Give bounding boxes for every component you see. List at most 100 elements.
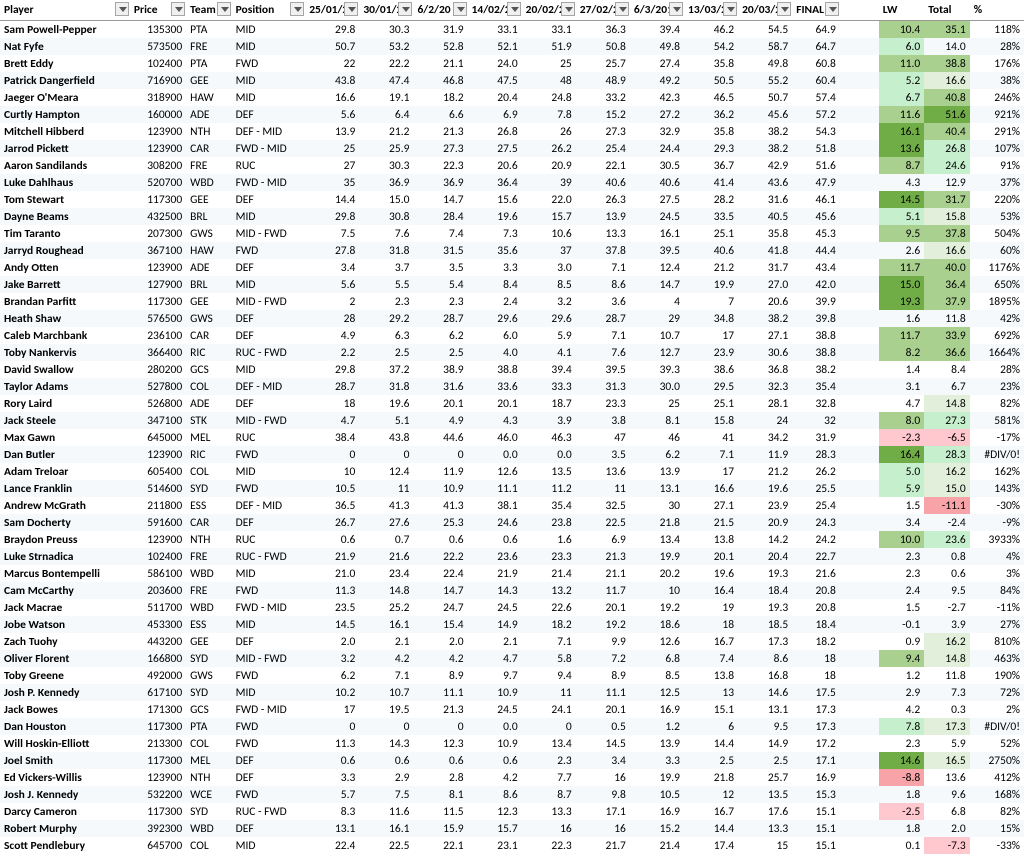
date-value-cell: 24.5 xyxy=(630,208,684,225)
date-value-cell: 16.6 xyxy=(684,480,738,497)
table-row: Darcy Cameron117300SYDRUC - FWD8.311.611… xyxy=(0,803,1024,820)
date-value-cell: 20.4 xyxy=(468,89,522,106)
position-cell: DEF xyxy=(232,395,306,412)
lw-cell: 11.7 xyxy=(879,327,924,344)
table-row: Aaron Sandilands308200FRERUC2730.322.320… xyxy=(0,157,1024,174)
date-value-cell: 26.3 xyxy=(576,191,630,208)
final-cell: 60.8 xyxy=(792,55,840,72)
player-name-cell: Josh J. Kennedy xyxy=(0,786,130,803)
price-cell: 453300 xyxy=(130,616,186,633)
date-value-cell: 9.8 xyxy=(576,786,630,803)
date-value-cell: 17.1 xyxy=(576,803,630,820)
pct-cell: 91% xyxy=(970,157,1024,174)
filter-dropdown-icon[interactable] xyxy=(217,2,231,16)
date-value-cell: 4.1 xyxy=(522,344,576,361)
table-row: Taylor Adams527800COLDEF - MID28.731.831… xyxy=(0,378,1024,395)
total-cell: 40.0 xyxy=(924,259,969,276)
total-cell: 0.6 xyxy=(924,565,969,582)
column-header: FINAL xyxy=(792,0,840,21)
total-cell: 33.9 xyxy=(924,327,969,344)
blank-cell xyxy=(840,701,868,718)
filter-dropdown-icon[interactable] xyxy=(615,2,629,16)
date-value-cell: 5.8 xyxy=(522,650,576,667)
lw-cell: 0.1 xyxy=(879,837,924,854)
date-value-cell: 50.7 xyxy=(305,38,359,55)
date-value-cell: 13 xyxy=(684,684,738,701)
lw-cell: 10.0 xyxy=(879,531,924,548)
filter-dropdown-icon[interactable] xyxy=(561,2,575,16)
date-value-cell: 6.4 xyxy=(359,106,413,123)
filter-dropdown-icon[interactable] xyxy=(453,2,467,16)
pct-cell: 190% xyxy=(970,667,1024,684)
total-cell: 24.6 xyxy=(924,157,969,174)
pct-cell: 42% xyxy=(970,310,1024,327)
position-cell: MID xyxy=(232,616,306,633)
final-cell: 22.7 xyxy=(792,548,840,565)
date-value-cell: 12.3 xyxy=(468,803,522,820)
date-value-cell: 39.4 xyxy=(522,361,576,378)
table-row: Marcus Bontempelli586100WBDMID21.023.422… xyxy=(0,565,1024,582)
pct-cell: 52% xyxy=(970,735,1024,752)
date-value-cell: 12.4 xyxy=(630,259,684,276)
team-cell: PTA xyxy=(186,718,231,735)
date-value-cell: 47.4 xyxy=(359,72,413,89)
team-cell: FRE xyxy=(186,38,231,55)
filter-dropdown-icon[interactable] xyxy=(398,2,412,16)
gap-cell xyxy=(868,174,879,191)
date-value-cell: 0 xyxy=(359,446,413,463)
team-cell: NTH xyxy=(186,123,231,140)
filter-dropdown-icon[interactable] xyxy=(290,2,304,16)
filter-dropdown-icon[interactable] xyxy=(115,2,129,16)
table-row: Cam McCarthy203600FREFWD11.314.814.714.3… xyxy=(0,582,1024,599)
date-value-cell: 11.5 xyxy=(413,803,467,820)
column-header: Team xyxy=(186,0,231,21)
date-value-cell: 2.1 xyxy=(468,633,522,650)
gap-cell xyxy=(868,429,879,446)
table-row: Andy Otten123900ADEDEF3.43.73.53.33.07.1… xyxy=(0,259,1024,276)
date-value-cell: 28.7 xyxy=(305,378,359,395)
date-value-cell: 46.0 xyxy=(468,429,522,446)
date-value-cell: 17 xyxy=(684,327,738,344)
date-value-cell: 7.6 xyxy=(576,344,630,361)
blank-cell xyxy=(840,327,868,344)
filter-dropdown-icon[interactable] xyxy=(777,2,791,16)
date-value-cell: 3.3 xyxy=(630,752,684,769)
team-cell: GEE xyxy=(186,72,231,89)
date-value-cell: 0.6 xyxy=(468,752,522,769)
date-value-cell: 27.5 xyxy=(468,140,522,157)
filter-dropdown-icon[interactable] xyxy=(723,2,737,16)
date-value-cell: 21.2 xyxy=(684,259,738,276)
filter-dropdown-icon[interactable] xyxy=(825,2,839,16)
filter-dropdown-icon[interactable] xyxy=(669,2,683,16)
final-cell: 51.6 xyxy=(792,157,840,174)
final-cell: 38.8 xyxy=(792,327,840,344)
final-cell: 18.2 xyxy=(792,633,840,650)
blank-cell xyxy=(840,429,868,446)
date-value-cell: 7.4 xyxy=(413,225,467,242)
gap-cell xyxy=(868,140,879,157)
blank-cell xyxy=(840,361,868,378)
filter-dropdown-icon[interactable] xyxy=(344,2,358,16)
date-value-cell: 36.7 xyxy=(684,157,738,174)
column-header-label: Price xyxy=(134,3,158,17)
date-value-cell: 17.3 xyxy=(738,633,792,650)
team-cell: FRE xyxy=(186,548,231,565)
date-value-cell: 21.3 xyxy=(413,701,467,718)
total-cell: 14.8 xyxy=(924,395,969,412)
date-value-cell: 8.9 xyxy=(413,667,467,684)
lw-cell: 15.0 xyxy=(879,276,924,293)
lw-cell: 16.1 xyxy=(879,123,924,140)
team-cell: FRE xyxy=(186,582,231,599)
date-value-cell: 6.9 xyxy=(576,531,630,548)
date-value-cell: 41.3 xyxy=(413,497,467,514)
team-cell: FRE xyxy=(186,157,231,174)
filter-dropdown-icon[interactable] xyxy=(171,2,185,16)
date-value-cell: 21.7 xyxy=(576,837,630,854)
date-value-cell: 27 xyxy=(305,157,359,174)
date-value-cell: 11.1 xyxy=(468,480,522,497)
date-value-cell: 27.1 xyxy=(684,497,738,514)
date-value-cell: 7.1 xyxy=(576,259,630,276)
date-value-cell: 13.5 xyxy=(738,786,792,803)
total-cell: 37.8 xyxy=(924,225,969,242)
filter-dropdown-icon[interactable] xyxy=(507,2,521,16)
